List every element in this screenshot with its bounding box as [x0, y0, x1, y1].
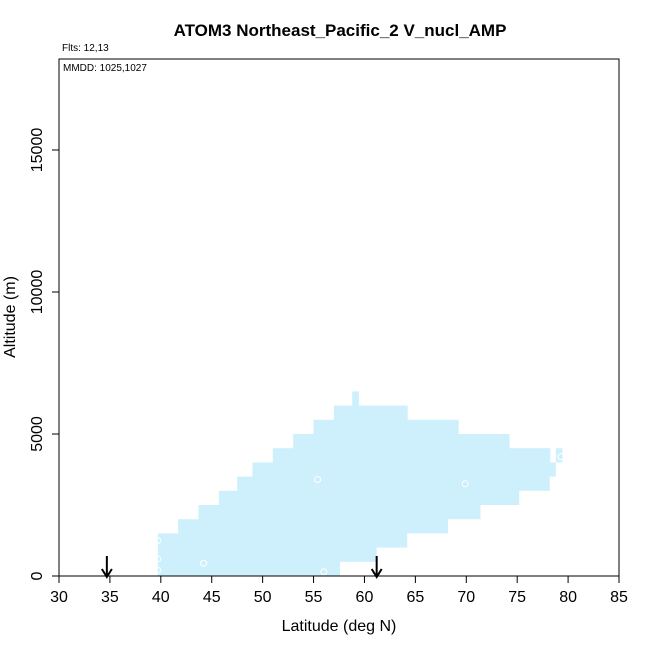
coverage-cell [333, 405, 353, 576]
x-tick-label: 85 [610, 589, 628, 606]
coverage-cell [358, 405, 378, 576]
coverage-cell [157, 533, 179, 576]
down-arrow [101, 556, 113, 579]
coverage-gap [480, 505, 520, 576]
x-axis: 30 35 40 45 50 55 60 65 70 75 80 85 [50, 575, 628, 606]
arrow-layer [101, 556, 383, 579]
x-tick-label: 75 [508, 589, 526, 606]
coverage-gap [407, 533, 449, 576]
flights-label: Flts: 12,13 [62, 43, 109, 54]
x-tick-label: 60 [356, 589, 374, 606]
y-tick-label: 10000 [29, 270, 46, 315]
x-tick-label: 40 [152, 589, 170, 606]
coverage-gap-layer [340, 462, 563, 576]
down-arrow [370, 556, 383, 579]
coverage-gap [519, 490, 551, 576]
coverage-cell [352, 391, 359, 576]
y-tick-label: 5000 [29, 416, 46, 452]
x-tick-label: 55 [305, 589, 323, 606]
coverage-gap [447, 519, 482, 576]
y-axis: 0 5000 10000 15000 [29, 128, 60, 580]
coverage-cell [313, 419, 335, 576]
coverage-cell [237, 476, 253, 576]
coverage-gap [376, 547, 408, 576]
coverage-cell [198, 505, 220, 576]
dates-label: MMDD: 1025,1027 [63, 63, 147, 74]
data-marker [461, 480, 469, 488]
coverage-cell [272, 448, 294, 576]
x-tick-label: 35 [101, 589, 119, 606]
coverage-gap [340, 561, 378, 576]
coverage-gap [555, 462, 563, 576]
coverage-cell [252, 462, 274, 576]
coverage-cell [447, 419, 459, 576]
x-tick-label: 65 [406, 589, 424, 606]
x-tick-label: 70 [457, 589, 475, 606]
data-marker [320, 568, 328, 576]
data-marker [154, 566, 162, 574]
x-axis-label: Latitude (deg N) [282, 618, 397, 635]
y-tick-label: 15000 [29, 128, 46, 173]
x-tick-label: 30 [50, 589, 68, 606]
chart-title: ATOM3 Northeast_Pacific_2 V_nucl_AMP [174, 21, 507, 40]
data-marker [314, 475, 322, 483]
marker-layer [154, 453, 565, 576]
data-marker [154, 537, 162, 544]
coverage-cell [218, 490, 238, 576]
data-marker [557, 453, 565, 461]
coverage-cell [293, 434, 315, 576]
x-tick-label: 50 [254, 589, 272, 606]
coverage-cell [178, 519, 199, 576]
x-tick-label: 80 [559, 589, 577, 606]
data-marker [154, 555, 162, 563]
data-marker [200, 559, 208, 567]
y-axis-label: Altitude (m) [2, 276, 19, 358]
coverage-gap [549, 476, 557, 576]
x-tick-label: 45 [203, 589, 221, 606]
y-tick-label: 0 [29, 571, 46, 580]
